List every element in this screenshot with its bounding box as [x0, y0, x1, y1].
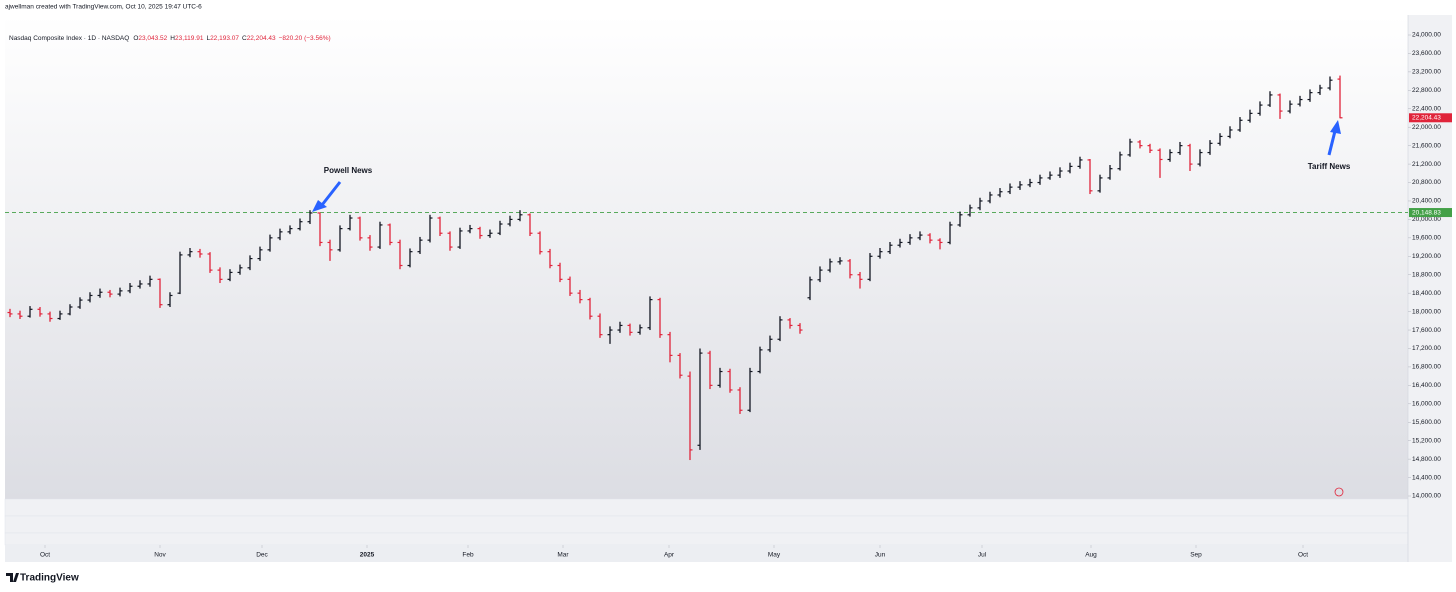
y-tick-label: 21,600.00 [1412, 142, 1441, 149]
y-tick-label: 20,000.00 [1412, 216, 1441, 223]
y-tick-label: 20,400.00 [1412, 198, 1441, 205]
x-tick-label: 2025 [360, 552, 375, 559]
chart-legend: Nasdaq Composite Index · 1D · NASDAQ O23,… [9, 35, 331, 42]
legend-key: L [206, 35, 210, 42]
alert-icon[interactable] [1334, 487, 1344, 497]
y-tick-label: 17,200.00 [1412, 345, 1441, 352]
marks [5, 75, 1408, 461]
y-tick-label: 17,600.00 [1412, 327, 1441, 334]
annotation: Powell News [324, 166, 373, 175]
y-tick-label: 23,600.00 [1412, 50, 1441, 57]
x-tick-label: May [768, 552, 781, 559]
panel [4, 515, 1409, 534]
legend-key: H [170, 35, 175, 42]
x-tick-label: Aug [1085, 552, 1097, 559]
panel [4, 498, 1409, 517]
legend-value: 23,043.52 [138, 35, 167, 42]
y-tick-label: 19,600.00 [1412, 235, 1441, 242]
annotation-arrowhead [312, 200, 327, 212]
last-price-label: 22,204.43 [1412, 115, 1441, 122]
x-tick-label: Nov [154, 552, 166, 559]
credit: ajwellman created with TradingView.com, … [5, 4, 202, 11]
y-tick-label: 14,400.00 [1412, 474, 1441, 481]
hline-tag-label: 20,148.83 [1412, 209, 1441, 216]
brand: TradingView [20, 573, 79, 584]
y-tick-label: 16,400.00 [1412, 382, 1441, 389]
y-tick-label: 18,800.00 [1412, 271, 1441, 278]
y-tick-label: 22,000.00 [1412, 124, 1441, 131]
y-tick-label: 14,000.00 [1412, 493, 1441, 500]
x-tick-label: Feb [462, 552, 474, 559]
symbol: Nasdaq Composite Index · 1D · NASDAQ [9, 35, 129, 42]
y-tick-label: 18,400.00 [1412, 290, 1441, 297]
y-tick-label: 24,000.00 [1412, 32, 1441, 39]
legend-key: O [133, 35, 138, 42]
legend-value: 22,193.07 [210, 35, 239, 42]
legend-value: 22,204.43 [247, 35, 276, 42]
y-tick-label: 15,600.00 [1412, 419, 1441, 426]
x-tick-label: Dec [256, 552, 268, 559]
annotation: Tariff News [1308, 162, 1351, 171]
legend-value: 23,119.91 [175, 35, 204, 42]
x-tick-label: Jun [875, 552, 886, 559]
y-tick-label: 22,400.00 [1412, 105, 1441, 112]
y-tick-label: 14,800.00 [1412, 456, 1441, 463]
y-tick-label: 15,200.00 [1412, 437, 1441, 444]
last-price-tag [1409, 113, 1452, 123]
x-axis [5, 545, 1408, 562]
y-tick-label: 23,200.00 [1412, 69, 1441, 76]
y-tick-label: 20,800.00 [1412, 179, 1441, 186]
y-tick-label: 21,200.00 [1412, 161, 1441, 168]
y-tick-label: 16,800.00 [1412, 364, 1441, 371]
plot-area [5, 15, 1408, 499]
annotation-arrow [320, 181, 342, 206]
brand-logo [6, 573, 19, 582]
x-tick-label: Apr [664, 552, 675, 559]
hline-tag [1409, 208, 1452, 218]
y-tick-label: 22,800.00 [1412, 87, 1441, 94]
y-tick-label: 19,200.00 [1412, 253, 1441, 260]
x-tick-label: Oct [40, 552, 50, 559]
x-tick-label: Mar [557, 552, 569, 559]
annotation-arrowhead [1330, 120, 1341, 134]
y-axis [1408, 15, 1452, 562]
legend-change: −820.20 (−3.56%) [279, 35, 331, 42]
x-tick-label: Sep [1190, 552, 1202, 559]
annotation-arrow [1327, 130, 1337, 156]
y-tick-label: 18,000.00 [1412, 308, 1441, 315]
y-tick-label: 16,000.00 [1412, 401, 1441, 408]
x-tick-label: Jul [978, 552, 987, 559]
x-tick-label: Oct [1298, 552, 1308, 559]
panel [4, 532, 1409, 546]
legend-key: C [242, 35, 247, 42]
